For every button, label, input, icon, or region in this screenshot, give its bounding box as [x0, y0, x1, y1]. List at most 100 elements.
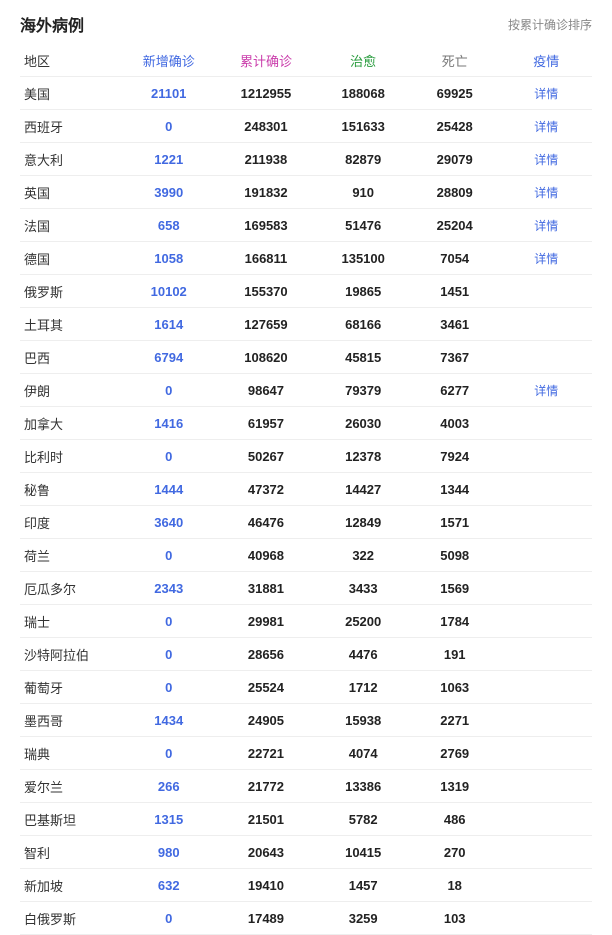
- cured-cell: 10415: [317, 836, 409, 869]
- new-confirmed-cell: 0: [123, 638, 215, 671]
- deaths-cell: 7367: [409, 341, 501, 374]
- detail-link[interactable]: 详情: [534, 87, 558, 101]
- deaths-cell: 4003: [409, 407, 501, 440]
- detail-link[interactable]: 详情: [534, 219, 558, 233]
- deaths-cell: 270: [409, 836, 501, 869]
- cured-cell: 4476: [317, 638, 409, 671]
- detail-cell: 详情: [500, 77, 592, 110]
- cured-cell: 15938: [317, 704, 409, 737]
- deaths-cell: 1319: [409, 770, 501, 803]
- cured-cell: 5782: [317, 803, 409, 836]
- total-confirmed-cell: 22721: [214, 737, 317, 770]
- table-row: 德国10581668111351007054详情: [20, 242, 592, 275]
- overseas-cases-table: 地区新增确诊累计确诊治愈死亡疫情 美国211011212955188068699…: [20, 44, 592, 935]
- new-confirmed-cell: 3640: [123, 506, 215, 539]
- new-confirmed-cell: 0: [123, 737, 215, 770]
- detail-cell: [500, 506, 592, 539]
- region-cell: 秘鲁: [20, 473, 123, 506]
- new-confirmed-cell: 632: [123, 869, 215, 902]
- table-row: 葡萄牙02552417121063: [20, 671, 592, 704]
- region-cell: 意大利: [20, 143, 123, 176]
- new-confirmed-cell: 658: [123, 209, 215, 242]
- region-cell: 巴基斯坦: [20, 803, 123, 836]
- cured-cell: 82879: [317, 143, 409, 176]
- detail-link[interactable]: 详情: [534, 252, 558, 266]
- new-confirmed-cell: 2343: [123, 572, 215, 605]
- region-cell: 瑞典: [20, 737, 123, 770]
- table-row: 爱尔兰26621772133861319: [20, 770, 592, 803]
- table-row: 美国21101121295518806869925详情: [20, 77, 592, 110]
- deaths-cell: 25204: [409, 209, 501, 242]
- deaths-cell: 69925: [409, 77, 501, 110]
- detail-cell: [500, 275, 592, 308]
- cured-cell: 13386: [317, 770, 409, 803]
- table-header-cell: 疫情: [500, 44, 592, 77]
- region-cell: 白俄罗斯: [20, 902, 123, 935]
- detail-cell: [500, 440, 592, 473]
- detail-cell: [500, 770, 592, 803]
- detail-link[interactable]: 详情: [534, 153, 558, 167]
- cured-cell: 3433: [317, 572, 409, 605]
- new-confirmed-cell: 1614: [123, 308, 215, 341]
- detail-cell: [500, 704, 592, 737]
- deaths-cell: 3461: [409, 308, 501, 341]
- region-cell: 土耳其: [20, 308, 123, 341]
- deaths-cell: 1063: [409, 671, 501, 704]
- new-confirmed-cell: 1315: [123, 803, 215, 836]
- table-row: 沙特阿拉伯0286564476191: [20, 638, 592, 671]
- region-cell: 俄罗斯: [20, 275, 123, 308]
- region-cell: 厄瓜多尔: [20, 572, 123, 605]
- total-confirmed-cell: 20643: [214, 836, 317, 869]
- region-cell: 荷兰: [20, 539, 123, 572]
- table-row: 巴西6794108620458157367: [20, 341, 592, 374]
- table-row: 厄瓜多尔23433188134331569: [20, 572, 592, 605]
- detail-link[interactable]: 详情: [534, 120, 558, 134]
- detail-cell: 详情: [500, 176, 592, 209]
- deaths-cell: 1784: [409, 605, 501, 638]
- total-confirmed-cell: 191832: [214, 176, 317, 209]
- table-header-row: 地区新增确诊累计确诊治愈死亡疫情: [20, 44, 592, 77]
- region-cell: 西班牙: [20, 110, 123, 143]
- table-header-cell: 新增确诊: [123, 44, 215, 77]
- cured-cell: 68166: [317, 308, 409, 341]
- table-row: 荷兰0409683225098: [20, 539, 592, 572]
- total-confirmed-cell: 166811: [214, 242, 317, 275]
- region-cell: 伊朗: [20, 374, 123, 407]
- deaths-cell: 5098: [409, 539, 501, 572]
- total-confirmed-cell: 21501: [214, 803, 317, 836]
- cured-cell: 188068: [317, 77, 409, 110]
- cured-cell: 45815: [317, 341, 409, 374]
- table-row: 智利9802064310415270: [20, 836, 592, 869]
- deaths-cell: 103: [409, 902, 501, 935]
- table-header-cell: 地区: [20, 44, 123, 77]
- region-cell: 墨西哥: [20, 704, 123, 737]
- detail-cell: 详情: [500, 242, 592, 275]
- deaths-cell: 1344: [409, 473, 501, 506]
- region-cell: 智利: [20, 836, 123, 869]
- new-confirmed-cell: 980: [123, 836, 215, 869]
- detail-cell: 详情: [500, 110, 592, 143]
- new-confirmed-cell: 1444: [123, 473, 215, 506]
- deaths-cell: 28809: [409, 176, 501, 209]
- detail-cell: [500, 308, 592, 341]
- detail-cell: 详情: [500, 143, 592, 176]
- region-cell: 英国: [20, 176, 123, 209]
- region-cell: 美国: [20, 77, 123, 110]
- detail-link[interactable]: 详情: [534, 384, 558, 398]
- region-cell: 爱尔兰: [20, 770, 123, 803]
- detail-cell: [500, 671, 592, 704]
- detail-cell: 详情: [500, 209, 592, 242]
- cured-cell: 1712: [317, 671, 409, 704]
- region-cell: 瑞士: [20, 605, 123, 638]
- new-confirmed-cell: 3990: [123, 176, 215, 209]
- sort-label: 按累计确诊排序: [508, 16, 592, 33]
- table-row: 俄罗斯10102155370198651451: [20, 275, 592, 308]
- region-cell: 德国: [20, 242, 123, 275]
- region-cell: 葡萄牙: [20, 671, 123, 704]
- total-confirmed-cell: 21772: [214, 770, 317, 803]
- region-cell: 沙特阿拉伯: [20, 638, 123, 671]
- total-confirmed-cell: 40968: [214, 539, 317, 572]
- total-confirmed-cell: 47372: [214, 473, 317, 506]
- detail-link[interactable]: 详情: [534, 186, 558, 200]
- cured-cell: 322: [317, 539, 409, 572]
